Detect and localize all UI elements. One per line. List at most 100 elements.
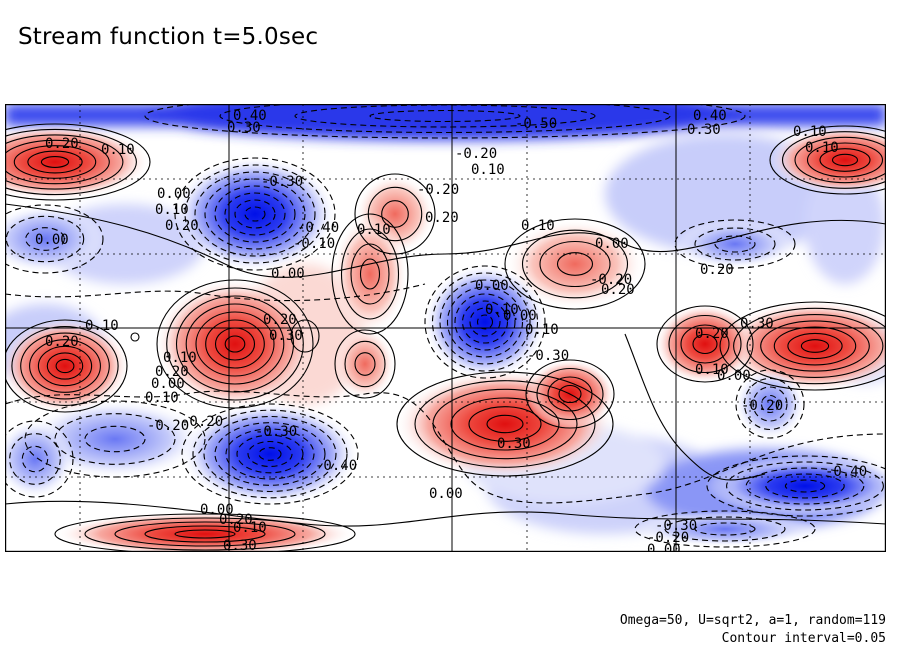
contour-line — [5, 203, 886, 278]
contour-line — [760, 320, 870, 372]
contour-label: -0.20 — [741, 398, 783, 414]
contour-line — [194, 171, 316, 257]
contour-line — [54, 413, 176, 465]
contour-label: 0.00 — [157, 186, 191, 202]
contour-line — [726, 461, 884, 511]
contour-line — [680, 324, 730, 364]
contour-line — [5, 204, 104, 274]
contour-line — [424, 265, 546, 379]
extrema — [5, 124, 886, 552]
contour-line — [247, 440, 293, 468]
contour-line — [46, 352, 84, 380]
contour-line — [205, 319, 265, 369]
params-text: Omega=50, U=sqrt2, a=1, random=119 — [619, 613, 886, 628]
contour-line — [719, 301, 886, 391]
contour-line — [29, 339, 101, 393]
contour-label: 0.20 — [700, 262, 734, 278]
contour-label: 0.10 — [525, 322, 559, 338]
contour-label: 0.20 — [601, 282, 635, 298]
contour-line — [5, 123, 151, 201]
contour-label: 0.10 — [85, 318, 119, 334]
contour-line — [144, 525, 266, 543]
contour-label: -0.30 — [255, 424, 297, 440]
contour-line — [185, 303, 285, 385]
contour-line — [290, 319, 320, 353]
contour-label: 0.10 — [695, 362, 729, 378]
contour-label: -0.20 — [455, 146, 497, 162]
contour-line — [225, 428, 315, 480]
contour-line — [656, 305, 754, 383]
contour-label: 0.20 — [155, 364, 189, 380]
contour-line — [414, 380, 596, 468]
contour-label: -0.30 — [261, 174, 303, 190]
contour-label: 0.40 — [233, 108, 267, 124]
contour-line — [130, 332, 140, 342]
contour-label: 0.30 — [740, 316, 774, 332]
contour-label: 0.10 — [155, 202, 189, 218]
contour-line — [806, 142, 884, 178]
contour-line — [521, 229, 629, 299]
contour-label: 0.10 — [163, 350, 197, 366]
contour-label: -0.10 — [293, 236, 335, 252]
contour-line — [5, 134, 124, 190]
contour-line — [634, 510, 816, 548]
plot-frame — [5, 104, 886, 552]
contour-label: -0.20 — [647, 530, 689, 546]
contour-line — [624, 333, 766, 481]
contour-line — [746, 314, 884, 378]
contour-line — [359, 258, 381, 290]
minor-grid-lines — [5, 104, 886, 552]
contour-line — [354, 352, 376, 376]
contour-label: -0.40 — [825, 464, 867, 480]
contour-line — [536, 367, 604, 421]
contour-line — [369, 109, 521, 123]
contour-label: 0.30 — [269, 328, 303, 344]
contour-line — [461, 300, 509, 344]
contour-labels: 0.400.30 -0.50 0.400.300.20 0.100.100.10-0.… — [35, 108, 867, 552]
contour-label: 0.10 — [101, 142, 135, 158]
contour-lines — [5, 104, 886, 552]
contour-label: -0.30 — [527, 348, 569, 364]
contour-label: 0.00 — [151, 376, 185, 392]
contour-line — [192, 409, 348, 499]
contour-line — [203, 415, 337, 493]
contour-line — [331, 213, 409, 335]
contour-line — [539, 240, 611, 288]
contour-line — [181, 403, 359, 505]
contour-line — [5, 319, 128, 413]
contour-line — [258, 447, 282, 461]
contour-label: 0.00 — [475, 278, 509, 294]
contour-label: -0.50 — [515, 116, 557, 132]
contour-line — [760, 394, 780, 414]
contour-label: 0.00 — [271, 266, 305, 282]
contour-line — [340, 228, 400, 320]
contour-line — [5, 500, 886, 527]
contour-label: -0.20 — [590, 272, 632, 288]
contour-label: 0.00 — [429, 486, 463, 502]
contour-line — [40, 156, 70, 168]
contour-line — [439, 279, 531, 365]
contour-label: -0.20 — [417, 182, 459, 198]
contour-line — [9, 433, 61, 485]
contour-line — [37, 345, 93, 387]
contour-label: 0.00 — [35, 232, 69, 248]
contour-line — [27, 150, 83, 174]
contour-line — [692, 333, 718, 355]
contour-line — [244, 206, 266, 222]
contour-line — [214, 422, 326, 486]
contour-line — [674, 219, 796, 269]
contour-label: 0.20 — [263, 312, 297, 328]
contour-label: 0.30 — [227, 120, 261, 136]
contour-line — [735, 369, 805, 439]
contour-label: 0.30 — [497, 436, 531, 452]
contour-label: 0.10 — [145, 390, 179, 406]
contour-line — [556, 252, 594, 276]
contour-line — [765, 473, 845, 499]
contour-line — [486, 414, 524, 434]
contour-line — [214, 185, 296, 243]
contour-canvas: 0.400.30 -0.50 0.400.300.20 0.100.100.10-0.… — [5, 104, 886, 552]
contour-line — [668, 314, 742, 374]
contour-line — [144, 104, 746, 139]
contour-line — [344, 340, 386, 388]
contour-label: -0.30 — [655, 518, 697, 534]
